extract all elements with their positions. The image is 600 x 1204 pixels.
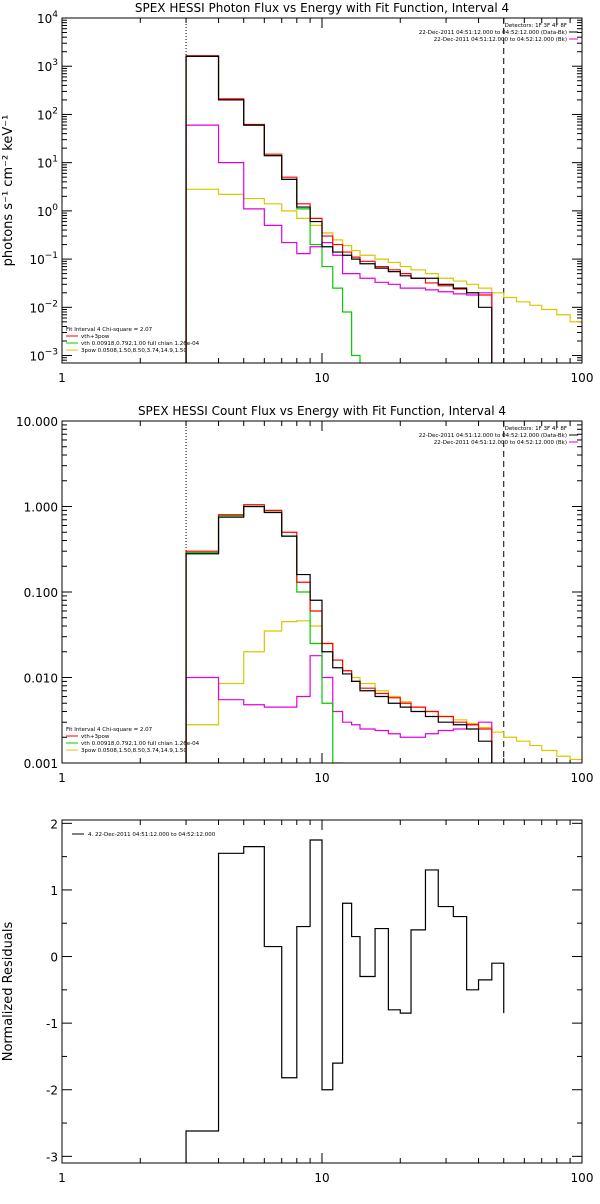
top-legend-text: Detectors: 1F 3F 4F 8F (505, 426, 567, 432)
fit-legend-header: Fit Interval 4 Chi-square = 2.07 (66, 727, 153, 733)
series-model-line (185, 55, 493, 363)
x-tick-label: 10 (314, 1171, 329, 1185)
x-tick-label: 1 (58, 771, 66, 785)
x-tick-label: 100 (571, 371, 594, 385)
y-tick-label: 2 (50, 817, 58, 831)
fit-legend-text: vth+3pow (81, 734, 110, 740)
y-tick-label: 0 (50, 951, 58, 965)
y-axis-label: Normalized Residuals (1, 922, 16, 1062)
y-tick-label: 10−3 (29, 348, 58, 364)
top-legend-text: 22-Dec-2011 04:51:12.000 to 04:52:12.000… (434, 37, 567, 43)
series-data-line (185, 55, 493, 363)
series-data-line (185, 505, 493, 763)
fit-legend-text: vth 0.00918,0.792,1.00 full chian 1.26e-… (81, 341, 200, 347)
y-tick-label: 0.001 (24, 757, 58, 771)
x-tick-label: 100 (571, 771, 594, 785)
x-tick-label: 100 (571, 1171, 594, 1185)
fit-legend-text: vth+3pow (81, 334, 110, 340)
y-tick-label: 0.100 (24, 586, 58, 600)
series-pow-line (185, 188, 582, 363)
y-tick-label: 0.010 (24, 672, 58, 686)
series-bk-line (185, 124, 493, 363)
y-tick-label: 1 (50, 884, 58, 898)
panel-1: SPEX HESSI Photon Flux vs Energy with Fi… (1, 1, 593, 385)
fit-legend-header: Fit Interval 4 Chi-square = 2.07 (66, 327, 153, 333)
x-tick-label: 10 (314, 771, 329, 785)
series-resid-line (185, 839, 505, 1163)
series-model-line (185, 504, 493, 763)
top-legend-text: 22-Dec-2011 04:51:12.000 to 04:52:12.000… (419, 30, 567, 36)
residual-legend-text: 4. 22-Dec-2011 04:51:12.000 to 04:52:12.… (88, 832, 216, 838)
y-tick-label: 100 (37, 203, 58, 219)
y-axis: 10−3 10−2 10−1 100 101 102 103 104 (29, 10, 582, 364)
y-tick-label: -1 (46, 1017, 58, 1031)
y-tick-label: 102 (37, 106, 58, 122)
series-bk-line (185, 655, 493, 763)
plot-frame (61, 420, 583, 764)
x-axis: 1 10 100 (58, 820, 593, 1185)
y-tick-label: 10−1 (29, 251, 58, 267)
top-legend-text: Detectors: 1F 3F 4F 8F (505, 23, 567, 29)
plot-frame (61, 819, 583, 1164)
panel-2: SPEX HESSI Count Flux vs Energy with Fit… (16, 404, 593, 785)
plot-frame (61, 17, 583, 364)
y-axis: -3 -2 -1 0 1 2 (46, 817, 582, 1164)
x-tick-label: 1 (58, 371, 66, 385)
y-tick-label: 104 (37, 10, 58, 26)
series-group (185, 55, 582, 363)
top-legend-text: 22-Dec-2011 04:51:12.000 to 04:52:12.000… (434, 440, 567, 446)
top-legend-text: 22-Dec-2011 04:51:12.000 to 04:52:12.000… (419, 433, 567, 439)
y-tick-label: 10.000 (16, 415, 58, 429)
fit-legend-text: vth 0.00918,0.792,1.00 full chian 1.26e-… (81, 741, 200, 747)
fit-legend-text: 3pow 0.0508,1.50,8.50,3.74,14.9,1.50 (81, 348, 187, 354)
x-tick-label: 1 (58, 1171, 66, 1185)
panel-3: Normalized Residuals 1 10 100 -3 -2 -1 0 1 2 4. 22… (1, 817, 593, 1185)
series-vth-line (185, 55, 361, 363)
series-group (185, 504, 582, 763)
y-tick-label: 10−2 (29, 299, 58, 315)
series-pow-line (185, 620, 582, 763)
y-axis: 0.001 0.010 0.100 1.000 10.000 (16, 415, 582, 771)
y-tick-label: -3 (46, 1150, 58, 1164)
fit-legend-text: 3pow 0.0508,1.50,8.50,3.74,14.9,1.50 (81, 748, 187, 754)
y-tick-label: 101 (37, 155, 58, 171)
chart-title: SPEX HESSI Photon Flux vs Energy with Fi… (135, 1, 509, 15)
x-axis: 1 10 100 (58, 18, 593, 385)
x-tick-label: 10 (314, 371, 329, 385)
y-tick-label: 103 (37, 58, 58, 74)
y-axis-label: photons s⁻¹ cm⁻² keV⁻¹ (1, 115, 16, 267)
chart-title: SPEX HESSI Count Flux vs Energy with Fit… (138, 404, 506, 418)
series-group (185, 839, 505, 1163)
y-tick-label: -2 (46, 1084, 58, 1098)
y-tick-label: 1.000 (24, 501, 58, 515)
